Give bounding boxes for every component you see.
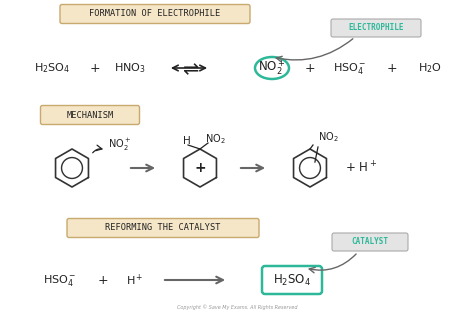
Text: H$_2$O: H$_2$O [418, 61, 442, 75]
Ellipse shape [255, 57, 289, 79]
Text: NO$_2$: NO$_2$ [205, 132, 226, 146]
FancyBboxPatch shape [331, 19, 421, 37]
Text: ELECTROPHILE: ELECTROPHILE [348, 23, 404, 33]
FancyBboxPatch shape [60, 4, 250, 23]
Text: NO$_2^+$: NO$_2^+$ [108, 137, 131, 153]
Text: +: + [90, 61, 100, 74]
FancyBboxPatch shape [40, 105, 139, 125]
Text: +: + [194, 161, 206, 175]
Text: H$_2$SO$_4$: H$_2$SO$_4$ [273, 272, 311, 288]
Text: REFORMING THE CATALYST: REFORMING THE CATALYST [105, 223, 221, 233]
Text: +: + [98, 274, 109, 286]
Text: HSO$_4^-$: HSO$_4^-$ [333, 60, 367, 75]
Text: HNO$_3$: HNO$_3$ [114, 61, 146, 75]
Text: Copyright © Save My Exams. All Rights Reserved: Copyright © Save My Exams. All Rights Re… [177, 304, 297, 310]
Text: H$^+$: H$^+$ [126, 272, 144, 288]
Text: +: + [387, 61, 397, 74]
Text: MECHANISM: MECHANISM [66, 110, 114, 120]
Text: CATALYST: CATALYST [352, 238, 389, 247]
Text: H$_2$SO$_4$: H$_2$SO$_4$ [34, 61, 70, 75]
Text: + H$^+$: + H$^+$ [345, 160, 377, 176]
Text: NO$_2^+$: NO$_2^+$ [258, 59, 286, 77]
FancyBboxPatch shape [67, 218, 259, 238]
Text: +: + [305, 61, 315, 74]
Text: FORMATION OF ELECTROPHILE: FORMATION OF ELECTROPHILE [90, 9, 220, 18]
Text: NO$_2$: NO$_2$ [318, 130, 338, 144]
FancyBboxPatch shape [262, 266, 322, 294]
Text: $\rightleftharpoons$: $\rightleftharpoons$ [179, 60, 201, 80]
Text: HSO$_4^-$: HSO$_4^-$ [43, 273, 77, 288]
FancyBboxPatch shape [332, 233, 408, 251]
Text: H: H [183, 136, 191, 146]
